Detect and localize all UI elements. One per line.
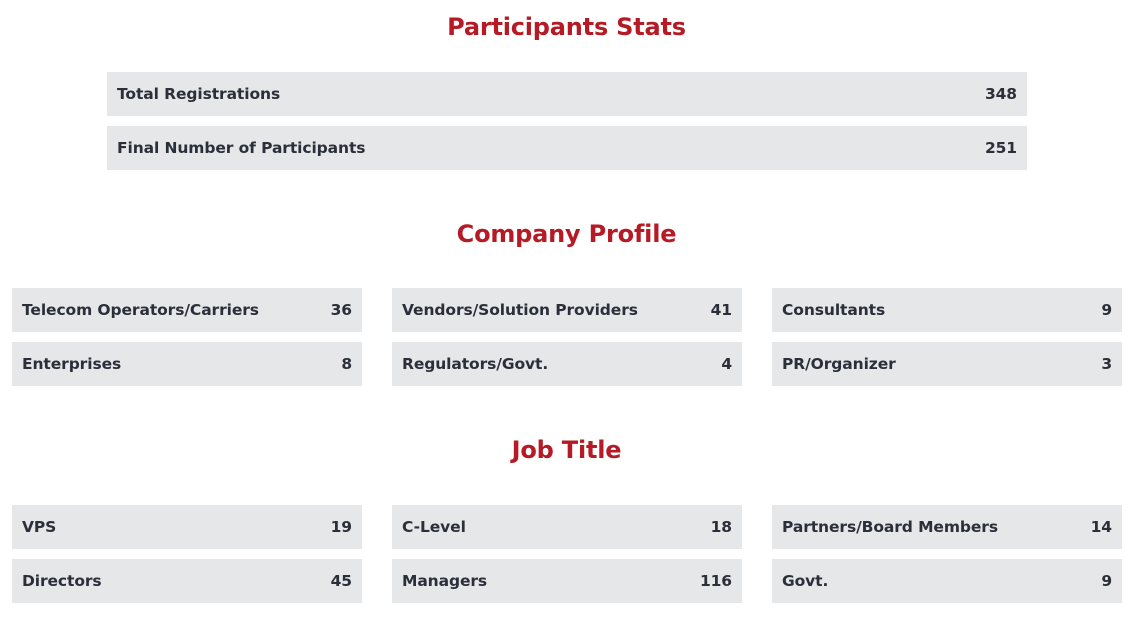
job-row-c-level: C-Level 18 xyxy=(392,505,742,549)
row-value: 41 xyxy=(710,301,732,319)
row-value: 251 xyxy=(984,139,1017,157)
row-value: 4 xyxy=(721,355,732,373)
job-row-directors: Directors 45 xyxy=(12,559,362,603)
row-value: 3 xyxy=(1101,355,1112,373)
row-value: 14 xyxy=(1090,518,1112,536)
row-value: 19 xyxy=(330,518,352,536)
row-value: 9 xyxy=(1101,572,1112,590)
row-value: 116 xyxy=(699,572,732,590)
row-label: Managers xyxy=(402,572,488,590)
row-label: Final Number of Participants xyxy=(117,139,366,157)
row-label: Govt. xyxy=(782,572,829,590)
job-row-vps: VPS 19 xyxy=(12,505,362,549)
row-label: Enterprises xyxy=(22,355,122,373)
company-row-enterprises: Enterprises 8 xyxy=(12,342,362,386)
job-row-govt: Govt. 9 xyxy=(772,559,1122,603)
row-label: Directors xyxy=(22,572,102,590)
total-registrations-row: Total Registrations 348 xyxy=(107,72,1027,116)
company-profile-title: Company Profile xyxy=(456,220,677,248)
row-label: Vendors/Solution Providers xyxy=(402,301,638,319)
row-value: 45 xyxy=(330,572,352,590)
row-value: 9 xyxy=(1101,301,1112,319)
row-value: 18 xyxy=(710,518,732,536)
row-label: C-Level xyxy=(402,518,466,536)
row-label: VPS xyxy=(22,518,57,536)
row-label: Partners/Board Members xyxy=(782,518,998,536)
company-row-telecom: Telecom Operators/Carriers 36 xyxy=(12,288,362,332)
job-row-managers: Managers 116 xyxy=(392,559,742,603)
participants-stats-title: Participants Stats xyxy=(447,13,686,41)
row-value: 8 xyxy=(341,355,352,373)
job-title-title: Job Title xyxy=(511,436,622,464)
company-row-regulators: Regulators/Govt. 4 xyxy=(392,342,742,386)
row-value: 36 xyxy=(330,301,352,319)
final-participants-row: Final Number of Participants 251 xyxy=(107,126,1027,170)
company-row-pr-organizer: PR/Organizer 3 xyxy=(772,342,1122,386)
company-row-vendors: Vendors/Solution Providers 41 xyxy=(392,288,742,332)
job-row-partners: Partners/Board Members 14 xyxy=(772,505,1122,549)
row-label: Consultants xyxy=(782,301,886,319)
row-label: Regulators/Govt. xyxy=(402,355,549,373)
company-row-consultants: Consultants 9 xyxy=(772,288,1122,332)
row-label: Total Registrations xyxy=(117,85,281,103)
row-label: PR/Organizer xyxy=(782,355,896,373)
row-value: 348 xyxy=(984,85,1017,103)
row-label: Telecom Operators/Carriers xyxy=(22,301,259,319)
